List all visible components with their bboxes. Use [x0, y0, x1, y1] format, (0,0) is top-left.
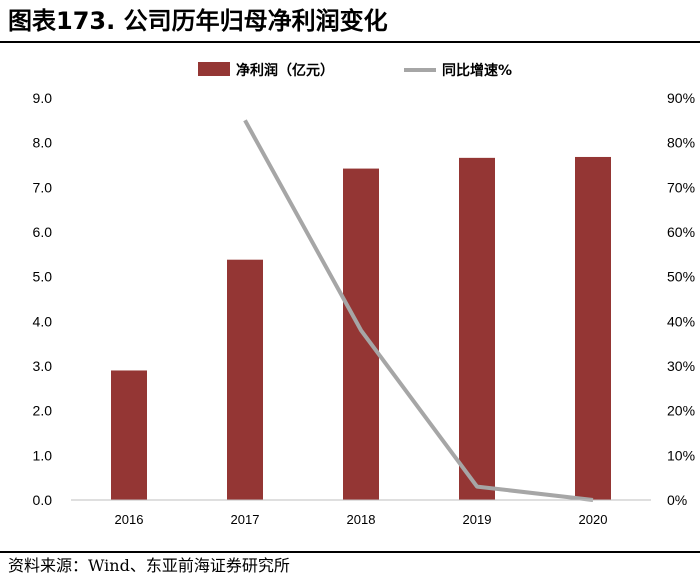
- source-note: 资料来源：Wind、东亚前海证券研究所: [8, 556, 290, 575]
- bar-2016: [111, 370, 147, 500]
- left-axis-tick-label: 9.0: [33, 90, 53, 106]
- left-axis-tick-label: 5.0: [33, 269, 53, 285]
- bar-2017: [227, 259, 263, 500]
- left-axis-tick-label: 3.0: [33, 358, 53, 374]
- left-axis-tick-label: 4.0: [33, 313, 53, 329]
- legend-swatch-bar: [198, 62, 230, 76]
- right-axis-tick-label: 10%: [667, 447, 695, 463]
- left-axis-tick-label: 6.0: [33, 224, 53, 240]
- title-divider: [0, 41, 700, 43]
- growth-line: [243, 119, 594, 502]
- left-axis-tick-label: 8.0: [33, 135, 53, 151]
- legend-label-profit: 净利润（亿元）: [236, 62, 334, 79]
- left-axis-tick-label: 7.0: [33, 179, 53, 195]
- right-axis-tick-label: 70%: [667, 179, 695, 195]
- x-axis: 2016 2017 2018 2019 2020: [115, 512, 608, 527]
- x-axis-tick-label: 2016: [115, 512, 144, 527]
- x-axis-tick-label: 2019: [463, 512, 492, 527]
- footer-divider: [0, 551, 700, 553]
- x-axis-tick-label: 2017: [231, 512, 260, 527]
- left-axis: 0.0 1.0 2.0 3.0 4.0 5.0 6.0 7.0 8.0 9.0: [33, 90, 53, 508]
- right-axis-tick-label: 90%: [667, 90, 695, 106]
- bar-2018: [343, 168, 379, 500]
- right-axis-tick-label: 0%: [667, 492, 687, 508]
- x-axis-tick-label: 2018: [347, 512, 376, 527]
- bar-series: [111, 156, 611, 500]
- left-axis-tick-label: 1.0: [33, 447, 53, 463]
- chart-title: 图表173. 公司历年归母净利润变化: [8, 7, 388, 35]
- bar-2020: [575, 156, 611, 500]
- right-axis-tick-label: 80%: [667, 135, 695, 151]
- right-axis: 0% 10% 20% 30% 40% 50% 60% 70% 80% 90%: [667, 90, 695, 508]
- left-axis-tick-label: 2.0: [33, 403, 53, 419]
- right-axis-tick-label: 40%: [667, 313, 695, 329]
- legend: 净利润（亿元） 同比增速%: [198, 62, 512, 79]
- profit-chart: 净利润（亿元） 同比增速% 0.0 1.0 2.0 3.0 4.0 5.0 6.0 7.0 8.…: [33, 62, 695, 527]
- right-axis-tick-label: 60%: [667, 224, 695, 240]
- legend-label-growth: 同比增速%: [442, 62, 512, 79]
- right-axis-tick-label: 50%: [667, 269, 695, 285]
- right-axis-tick-label: 30%: [667, 358, 695, 374]
- right-axis-tick-label: 20%: [667, 403, 695, 419]
- bar-2019: [459, 157, 495, 500]
- left-axis-tick-label: 0.0: [33, 492, 53, 508]
- growth-line-series: [243, 119, 594, 502]
- x-axis-tick-label: 2020: [579, 512, 608, 527]
